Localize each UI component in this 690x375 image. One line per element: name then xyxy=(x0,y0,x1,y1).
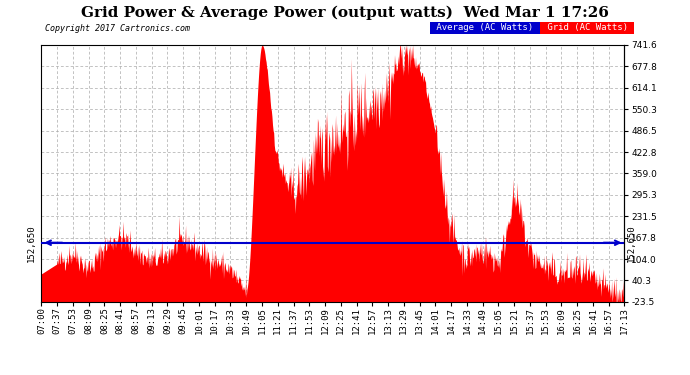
Text: Grid (AC Watts): Grid (AC Watts) xyxy=(542,23,633,32)
Text: 152,650: 152,650 xyxy=(627,224,636,261)
Text: Copyright 2017 Cartronics.com: Copyright 2017 Cartronics.com xyxy=(45,24,190,33)
Text: Average (AC Watts): Average (AC Watts) xyxy=(431,23,539,32)
Text: 152,650: 152,650 xyxy=(26,224,36,261)
Text: Grid Power & Average Power (output watts)  Wed Mar 1 17:26: Grid Power & Average Power (output watts… xyxy=(81,6,609,20)
